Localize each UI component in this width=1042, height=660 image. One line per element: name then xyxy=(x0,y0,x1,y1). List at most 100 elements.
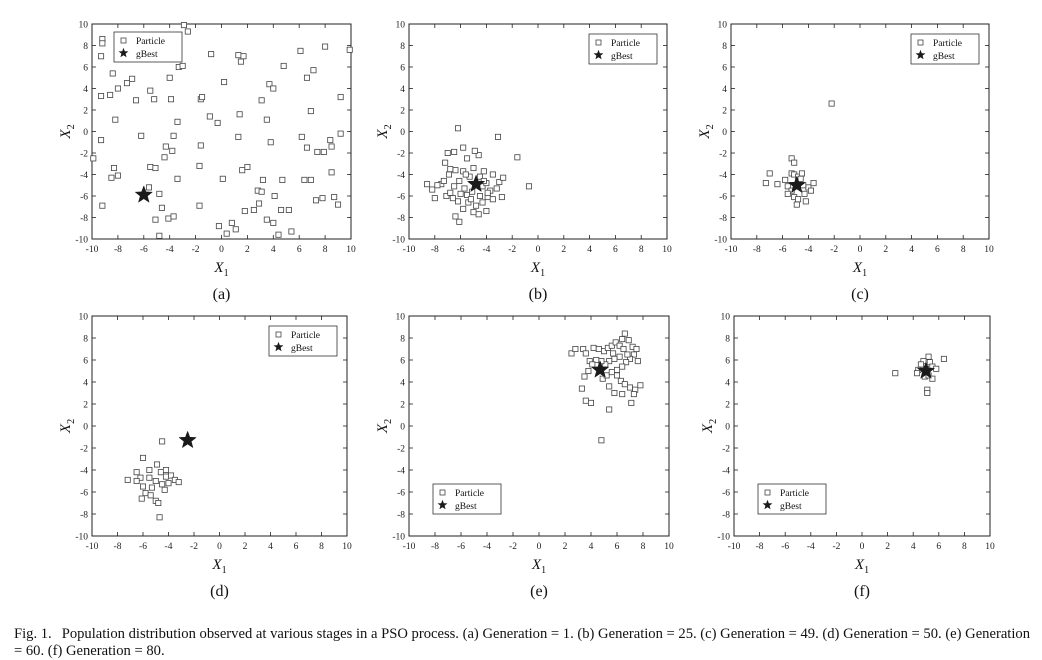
particle-point xyxy=(322,43,329,50)
y-tick-label: 6 xyxy=(83,357,88,367)
particle-point xyxy=(929,375,936,382)
legend-label-gbest: gBest xyxy=(611,52,633,62)
particle-point xyxy=(307,108,314,115)
y-tick-label: -8 xyxy=(80,214,88,224)
particle-point xyxy=(628,399,635,406)
legend-box xyxy=(757,483,827,515)
particle-point xyxy=(784,190,791,197)
legend-particle-marker xyxy=(275,331,282,338)
particle-point xyxy=(611,389,618,396)
legend-label-particle: Particle xyxy=(136,37,165,47)
particle-point xyxy=(139,483,146,490)
particle-point xyxy=(525,183,532,190)
y-tick-label: 0 xyxy=(83,128,88,138)
particle-point xyxy=(608,369,615,376)
particle-point xyxy=(280,62,287,69)
particle-point xyxy=(161,486,168,493)
particle-point xyxy=(165,480,172,487)
panel-label: (e) xyxy=(530,583,548,600)
particle-point xyxy=(331,194,338,201)
particle-point xyxy=(263,216,270,223)
particle-point xyxy=(451,148,458,155)
particle-point xyxy=(215,223,222,230)
y-tick-label: -10 xyxy=(714,236,727,246)
particle-point xyxy=(232,226,239,233)
particle-point xyxy=(572,345,579,352)
particle-point xyxy=(337,94,344,101)
x-tick-label: 10 xyxy=(346,245,356,255)
y-tick-label: -8 xyxy=(80,511,88,521)
x-axis-label: X1 xyxy=(854,557,869,576)
x-axis-label: X1 xyxy=(531,557,546,576)
particle-point xyxy=(170,213,177,220)
particle-point xyxy=(346,46,353,53)
gbest-star xyxy=(178,430,197,449)
particle-point xyxy=(307,176,314,183)
y-tick-label: -10 xyxy=(75,236,88,246)
particle-point xyxy=(601,348,608,355)
particle-point xyxy=(314,148,321,155)
particle-point xyxy=(621,381,628,388)
particle-point xyxy=(442,159,449,166)
particle-point xyxy=(129,75,136,82)
particle-point xyxy=(619,336,626,343)
x-tick-label: 8 xyxy=(323,245,328,255)
x-tick-label: 6 xyxy=(294,542,299,552)
particle-point xyxy=(475,152,482,159)
y-tick-label: 10 xyxy=(721,313,731,323)
particle-point xyxy=(270,85,277,92)
x-tick-label: 2 xyxy=(561,245,566,255)
particle-point xyxy=(169,147,176,154)
y-tick-label: 2 xyxy=(722,107,727,117)
particle-point xyxy=(810,180,817,187)
y-tick-label: -8 xyxy=(397,214,405,224)
particle-point xyxy=(802,198,809,205)
y-tick-label: 2 xyxy=(83,401,88,411)
x-tick-label: 8 xyxy=(962,542,967,552)
x-tick-label: -6 xyxy=(457,542,465,552)
particle-point xyxy=(475,211,482,218)
x-tick-label: 0 xyxy=(219,245,224,255)
y-tick-label: 6 xyxy=(725,357,730,367)
particle-point xyxy=(595,345,602,352)
x-axis-label-subscript: 1 xyxy=(540,268,545,279)
particle-point xyxy=(184,28,191,35)
particle-point xyxy=(914,370,921,377)
legend-label-gbest: gBest xyxy=(136,50,158,60)
particle-point xyxy=(457,190,464,197)
particle-point xyxy=(152,165,159,172)
legend-box xyxy=(432,483,502,515)
y-tick-label: -4 xyxy=(722,467,730,477)
particle-point xyxy=(98,93,105,100)
particle-point xyxy=(111,165,118,172)
panel-label: (b) xyxy=(529,286,548,303)
y-tick-label: 8 xyxy=(722,42,727,52)
particle-point xyxy=(152,477,159,484)
y-tick-label: 0 xyxy=(400,423,405,433)
particle-point xyxy=(460,144,467,151)
y-tick-label: -10 xyxy=(717,533,730,543)
particle-point xyxy=(606,406,613,413)
particle-point xyxy=(476,192,483,199)
particle-point xyxy=(275,231,282,238)
particle-point xyxy=(258,97,265,104)
x-tick-label: -6 xyxy=(140,245,148,255)
particle-point xyxy=(142,490,149,497)
legend-label-particle: Particle xyxy=(933,39,962,49)
particle-point xyxy=(455,198,462,205)
particle-point xyxy=(133,97,140,104)
particle-point xyxy=(933,365,940,372)
particle-point xyxy=(451,183,458,190)
x-tick-label: 10 xyxy=(985,542,995,552)
particle-point xyxy=(196,202,203,209)
x-tick-label: 4 xyxy=(589,542,594,552)
x-tick-label: -2 xyxy=(830,245,838,255)
y-tick-label: -2 xyxy=(719,150,727,160)
x-tick-label: -8 xyxy=(114,245,122,255)
gbest-star xyxy=(590,360,610,378)
particle-point xyxy=(156,514,163,521)
x-tick-label: 8 xyxy=(639,245,644,255)
particle-point xyxy=(619,391,626,398)
particle-point xyxy=(484,189,491,196)
particle-point xyxy=(151,96,158,103)
